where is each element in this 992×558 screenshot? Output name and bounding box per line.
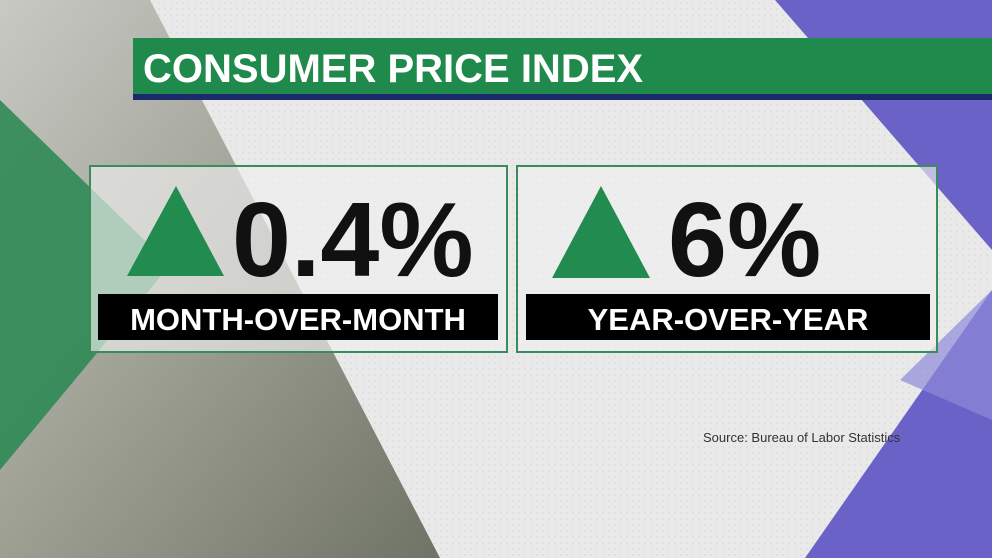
source: Source: Bureau of Labor Statistics xyxy=(703,430,901,445)
label-bar xyxy=(526,294,930,340)
up-arrow xyxy=(552,186,650,278)
value: 6% xyxy=(668,181,821,299)
label: YEAR-OVER-YEAR xyxy=(588,302,869,337)
label: MONTH-OVER-MONTH xyxy=(130,302,466,337)
green-shape xyxy=(0,100,170,470)
up-arrow xyxy=(127,186,224,276)
title-underline xyxy=(133,94,992,100)
title-bar xyxy=(133,38,992,95)
title: CONSUMER PRICE INDEX xyxy=(143,47,643,91)
label-bar xyxy=(98,294,498,340)
purple-shape xyxy=(900,290,992,420)
value: 0.4% xyxy=(232,181,474,299)
